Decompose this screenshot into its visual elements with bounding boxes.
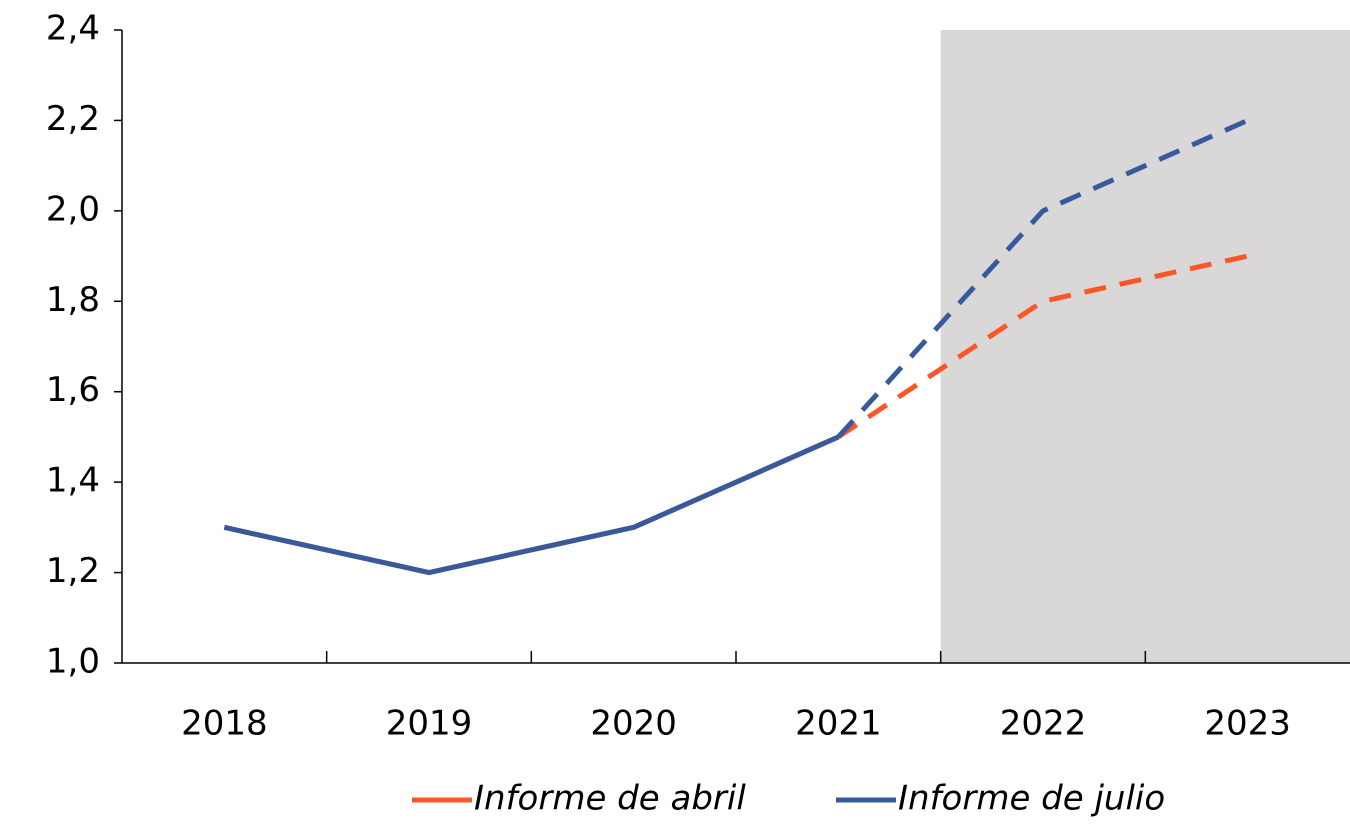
- legend-text: Informe de julio: [898, 779, 1165, 819]
- y-tick-label: 1,4: [46, 461, 100, 501]
- x-tick-label: 2019: [386, 704, 473, 744]
- x-tick-label: 2018: [181, 704, 268, 744]
- x-tick-label: 2022: [1000, 704, 1087, 744]
- y-tick-label: 1,8: [46, 280, 100, 320]
- y-tick-label: 1,0: [46, 642, 100, 682]
- x-tick-label: 2021: [795, 704, 882, 744]
- y-tick-label: 1,2: [46, 551, 100, 591]
- y-tick-label: 2,4: [46, 9, 100, 49]
- y-tick-label: 1,6: [46, 370, 100, 410]
- legend-text: Informe de abril: [474, 779, 746, 819]
- projection-line: [836, 118, 1249, 439]
- y-tick-label: 2,0: [46, 189, 100, 229]
- projection-shade: [940, 30, 1350, 663]
- x-tick-label: 2020: [590, 704, 677, 744]
- projection-line: [836, 253, 1249, 440]
- x-tick-label: 2023: [1204, 704, 1291, 744]
- series-line: [223, 434, 840, 576]
- y-tick-label: 2,2: [46, 99, 100, 139]
